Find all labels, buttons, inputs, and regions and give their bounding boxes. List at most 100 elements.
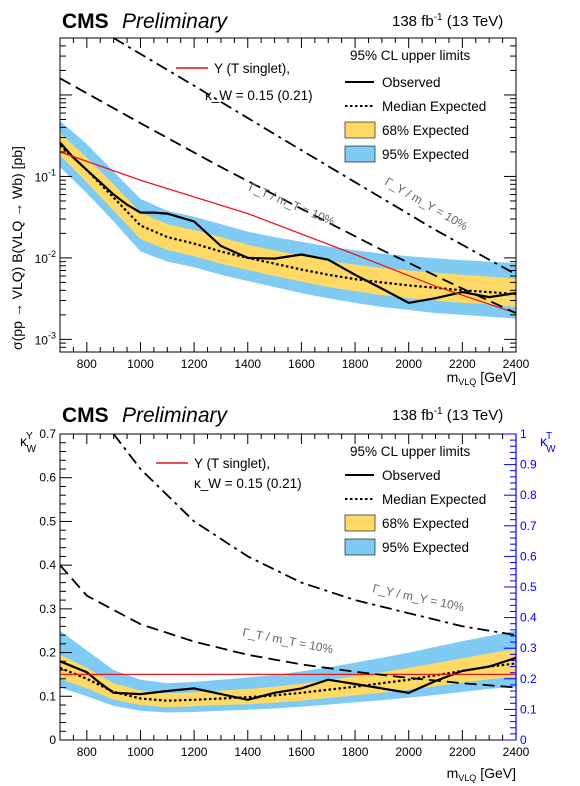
- top-y-tick-label: 10-1: [35, 167, 56, 184]
- top-lumi-exp: -1: [434, 12, 443, 23]
- bottom-y-right-tick-label: 0.9: [520, 458, 537, 472]
- bottom-x-tick-label: 1200: [181, 745, 208, 759]
- top-band-68: [60, 133, 516, 307]
- bottom-legend-expected: Median Expected: [382, 492, 486, 507]
- top-gamma-y-line: [113, 38, 516, 276]
- top-legend-68: 68% Expected: [382, 123, 469, 138]
- bottom-legend-95: 95% Expected: [382, 540, 469, 555]
- bottom-x-tick-label: 2400: [503, 745, 530, 759]
- bottom-legend-68-swatch: [344, 514, 376, 532]
- bottom-lumi-label: 138 fb-1 (13 TeV): [392, 406, 503, 424]
- top-gamma-t-line: [60, 77, 516, 314]
- top-observed-line: [60, 141, 516, 305]
- bottom-y-tick-label: 0.4: [39, 558, 56, 572]
- bottom-xlabel-sub: VLQ: [458, 773, 476, 783]
- top-legend-theory: Y (T singlet),: [214, 61, 290, 76]
- bottom-x-tick-label: 2200: [449, 745, 476, 759]
- bottom-cms-label: CMS: [62, 404, 109, 427]
- top-legend-theory2: κ_W = 0.15 (0.21): [205, 88, 313, 103]
- bottom-ylabel-sub: W: [27, 444, 37, 455]
- bottom-legend-theory: Y (T singlet),: [194, 456, 270, 471]
- bottom-x-axis-label: mVLQ [GeV]: [447, 765, 516, 783]
- top-gamma-t-label: Γ_T / m_T = 10%: [247, 180, 337, 229]
- top-legend-expected: Median Expected: [382, 99, 486, 114]
- top-legend-observed: Observed: [382, 75, 441, 90]
- bottom-y-right-tick-label: 0.1: [520, 702, 537, 716]
- bottom-legend-95-swatch: [344, 538, 376, 556]
- bottom-legend-68: 68% Expected: [382, 516, 469, 531]
- bottom-x-tick-label: 1400: [234, 745, 261, 759]
- bottom-panel: 800 1000 1200 1400 1600 1800 2000 2200 240000.10…: [20, 404, 556, 783]
- bottom-y-tick-label: 0.7: [39, 427, 56, 441]
- top-x-tick-label: 800: [77, 357, 97, 371]
- bottom-gamma-y-label: Γ_Y / m_Y = 10%: [371, 581, 465, 614]
- top-xlabel-main: m: [447, 369, 459, 385]
- top-legend-title: 95% CL upper limits: [350, 48, 471, 63]
- bottom-x-tick-label: 2000: [395, 745, 422, 759]
- bottom-legend-theory2: κ_W = 0.15 (0.21): [194, 476, 302, 491]
- bottom-gamma-t-line: [60, 564, 516, 689]
- top-legend: 95% CL upper limits Y (T singlet), κ_W =…: [176, 48, 486, 163]
- top-y-tick-label: 10-2: [35, 249, 56, 266]
- top-gamma-y-label: Γ_Y / m_Y = 10%: [383, 174, 471, 233]
- bottom-legend-observed: Observed: [382, 468, 441, 483]
- top-x-tick-label: 2400: [503, 357, 530, 371]
- bottom-y-right-tick-label: 0.6: [520, 549, 537, 563]
- top-y-axis-label: σ(pp → VLQ) B(VLQ → Wb) [pb]: [9, 146, 25, 350]
- top-x-tick-label: 1200: [181, 357, 208, 371]
- bottom-y-tick-label: 0.2: [39, 646, 56, 660]
- top-xlabel-unit: [GeV]: [476, 369, 516, 385]
- bottom-x-tick-label: 1600: [288, 745, 315, 759]
- bottom-xlabel-unit: [GeV]: [476, 765, 516, 781]
- bottom-y-tick-label: 0.6: [39, 471, 56, 485]
- top-lumi-value: 138 fb: [392, 13, 434, 30]
- bottom-plot-area: [60, 434, 516, 713]
- bottom-y-right-tick-label: 0: [520, 733, 527, 747]
- bottom-y-right-tick-label: 0.2: [520, 672, 537, 686]
- top-xlabel-sub: VLQ: [458, 377, 476, 387]
- bottom-x-tick-label: 1800: [342, 745, 369, 759]
- top-x-tick-label: 2000: [395, 357, 422, 371]
- top-legend-95: 95% Expected: [382, 147, 469, 162]
- bottom-ylabel-main: κ: [20, 433, 28, 449]
- bottom-y-right-tick-label: 0.3: [520, 641, 537, 655]
- bottom-y-tick-label: 0.1: [39, 689, 56, 703]
- bottom-lumi-value: 138 fb: [392, 407, 434, 424]
- top-x-axis-label: mVLQ [GeV]: [447, 369, 516, 387]
- bottom-y-right-tick-label: 1: [520, 427, 527, 441]
- bottom-y-right-tick-label: 0.5: [520, 580, 537, 594]
- top-lumi-energy: (13 TeV): [443, 13, 504, 30]
- bottom-y-right-tick-label: 0.4: [520, 611, 537, 625]
- bottom-x-tick-label: 1000: [127, 745, 154, 759]
- top-lumi-label: 138 fb-1 (13 TeV): [392, 12, 503, 30]
- bottom-gamma-t-label: Γ_T / m_T = 10%: [241, 625, 334, 656]
- top-axis-ticks: 800 1000 1200 1400 1600 1800 2000 2200 2400 10-1 1…: [35, 37, 530, 371]
- bottom-axis-ticks: 800 1000 1200 1400 1600 1800 2000 2200 240000.10…: [39, 427, 537, 759]
- top-preliminary-label: Preliminary: [122, 10, 229, 33]
- top-x-tick-label: 1600: [288, 357, 315, 371]
- top-x-tick-label: 2200: [449, 357, 476, 371]
- top-x-tick-label: 1800: [342, 357, 369, 371]
- top-cms-label: CMS: [62, 10, 109, 33]
- top-legend-95-swatch: [344, 145, 376, 163]
- top-x-tick-label: 1000: [127, 357, 154, 371]
- bottom-lumi-exp: -1: [434, 406, 443, 417]
- bottom-ylabel-sup: Y: [26, 431, 33, 442]
- bottom-xlabel-main: m: [447, 765, 459, 781]
- bottom-y-tick-label: 0.5: [39, 514, 56, 528]
- top-panel: 800 1000 1200 1400 1600 1800 2000 2200 2400 10-1 1…: [9, 10, 530, 387]
- bottom-ylabel-right-sub: W: [546, 444, 556, 455]
- bottom-ylabel-right-sup: T: [546, 431, 552, 442]
- bottom-y-tick-label: 0.3: [39, 602, 56, 616]
- bottom-ylabel-right-main: κ: [540, 433, 548, 449]
- bottom-y-right-tick-label: 0.8: [520, 488, 537, 502]
- bottom-lumi-energy: (13 TeV): [443, 407, 504, 424]
- top-plot-area: [60, 38, 516, 319]
- top-legend-68-swatch: [344, 121, 376, 139]
- bottom-gamma-y-line: [112, 434, 516, 636]
- bottom-preliminary-label: Preliminary: [122, 404, 229, 427]
- bottom-y-axis-label: κY W: [20, 431, 37, 455]
- bottom-legend-title: 95% CL upper limits: [350, 444, 471, 459]
- top-y-tick-label: 10-3: [35, 330, 56, 347]
- top-theory-line: [60, 151, 516, 314]
